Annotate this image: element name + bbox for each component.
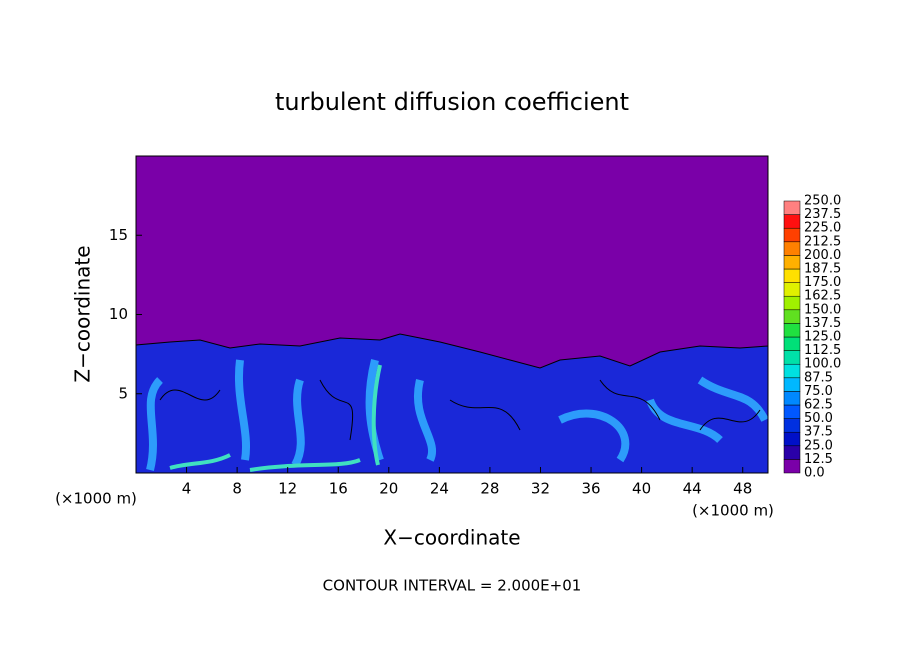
colorbar-label: 150.0 [804, 302, 841, 317]
x-unit-label: (×1000 m) [692, 502, 774, 520]
colorbar-band [783, 268, 801, 283]
colorbar-label: 250.0 [804, 194, 841, 209]
colorbar-label: 62.5 [804, 398, 833, 413]
x-tick-label: 28 [480, 480, 499, 498]
colorbar-label: 212.5 [804, 234, 841, 249]
x-unit-label: (×1000 m) [55, 490, 137, 508]
colorbar-band [783, 459, 801, 474]
colorbar-band [783, 350, 801, 365]
annotation: CONTOUR INTERVAL = 2.000E+01 [323, 577, 582, 595]
colorbar-label: 37.5 [804, 425, 833, 440]
x-tick-label: 48 [733, 480, 752, 498]
turbulent-region [135, 333, 769, 474]
x-tick-label: 32 [531, 480, 550, 498]
colorbar-band [783, 200, 801, 215]
colorbar-band [783, 214, 801, 229]
colorbar-band [783, 295, 801, 311]
x-tick-label: 4 [182, 480, 192, 498]
colorbar-label: 112.5 [804, 343, 841, 358]
x-tick-label: 16 [329, 480, 348, 498]
colorbar-band [783, 404, 801, 419]
colorbar-band [783, 445, 801, 460]
colorbar-label: 225.0 [804, 221, 841, 236]
colorbar-band [783, 323, 801, 338]
x-tick-label: 12 [278, 480, 297, 498]
colorbar-label: 87.5 [804, 370, 833, 385]
colorbar-label: 162.5 [804, 289, 841, 304]
colorbar-band [783, 309, 801, 324]
colorbar-label: 12.5 [804, 452, 833, 467]
colorbar-label: 75.0 [804, 384, 833, 399]
colorbar-band [783, 418, 801, 433]
colorbar-label: 187.5 [804, 262, 841, 277]
x-tick-label: 44 [683, 480, 702, 498]
colorbar-band [783, 391, 801, 406]
colorbar-band [783, 282, 801, 297]
x-tick-label: 36 [581, 480, 600, 498]
colorbar-band [783, 227, 801, 243]
x-tick-label: 20 [379, 480, 398, 498]
colorbar-label: 125.0 [804, 330, 841, 345]
streak [169, 364, 382, 472]
colorbar-label: 237.5 [804, 207, 841, 222]
y-tick-label: 10 [109, 305, 128, 323]
colorbar-band [783, 377, 801, 392]
colorbar-label: 175.0 [804, 275, 841, 290]
colorbar-band [783, 336, 801, 351]
x-tick-label: 24 [430, 480, 449, 498]
x-tick-label: 8 [232, 480, 242, 498]
colorbar-label: 50.0 [804, 411, 833, 426]
colorbar-label: 100.0 [804, 357, 841, 372]
x-axis-label: X−coordinate [383, 526, 520, 550]
y-axis-label: Z−coordinate [71, 245, 95, 382]
y-tick-label: 15 [109, 226, 128, 244]
x-tick-label: 40 [632, 480, 651, 498]
colorbar-band [783, 431, 801, 447]
streak [146, 359, 769, 471]
colorbar-band [783, 363, 801, 379]
colorbar-label: 0.0 [804, 466, 825, 481]
colorbar-label: 200.0 [804, 248, 841, 263]
y-tick-label: 5 [118, 384, 128, 402]
colorbar-band [783, 241, 801, 256]
field [135, 155, 769, 474]
colorbar-label: 137.5 [804, 316, 841, 331]
colorbar-band [783, 255, 801, 270]
chart-title: turbulent diffusion coefficient [275, 88, 629, 116]
colorbar-label: 25.0 [804, 438, 833, 453]
contour-line [159, 379, 761, 441]
